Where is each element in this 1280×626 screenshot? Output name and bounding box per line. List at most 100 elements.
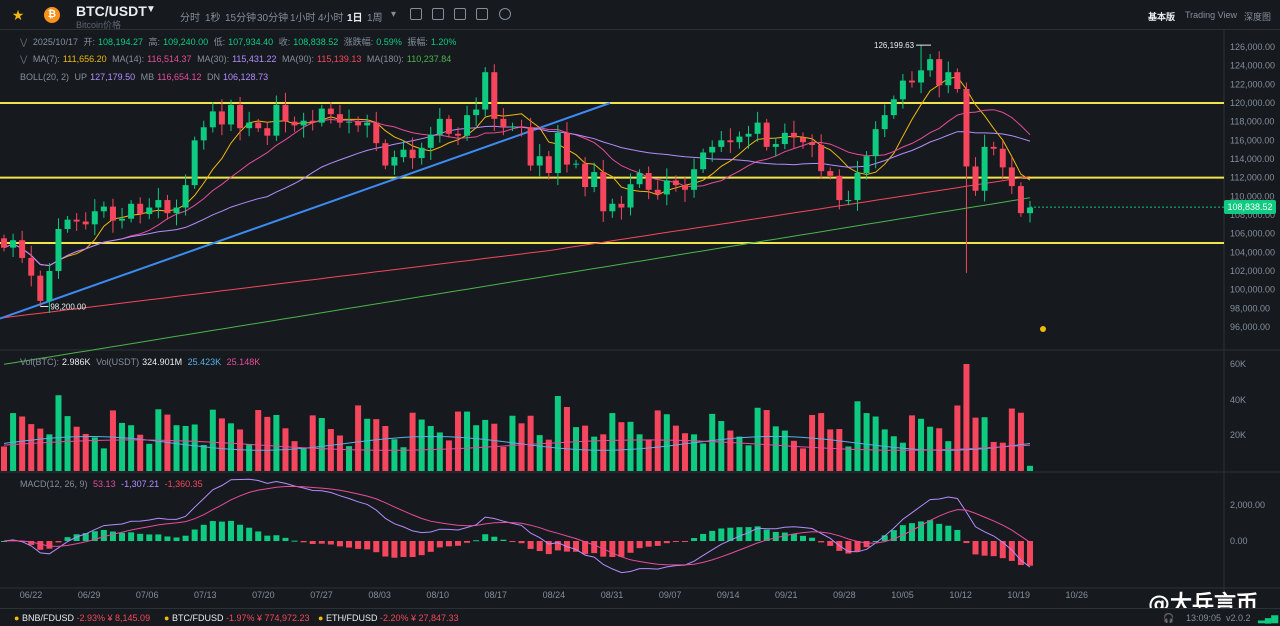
vol-btc-label: Vol(BTC):: [20, 357, 60, 367]
macd-histogram-bar: [336, 541, 343, 547]
fullscreen-icon[interactable]: [476, 8, 488, 20]
volume-bar: [318, 418, 325, 471]
volume-tick-label: 60K: [1230, 359, 1246, 369]
candle-body: [82, 221, 89, 225]
volume-bar: [863, 413, 870, 471]
volume-bar: [1017, 412, 1024, 471]
timeframe-tab[interactable]: 1小时: [290, 13, 316, 24]
chevron-down-icon[interactable]: ▼: [146, 4, 156, 15]
indicators-icon[interactable]: [432, 8, 444, 20]
ticker-price: ¥ 8,145.09: [107, 613, 151, 623]
candle-body: [128, 203, 135, 219]
volume-bar: [209, 409, 216, 471]
macd-histogram-bar: [908, 523, 915, 541]
ticker-item[interactable]: ● BNB/FDUSD -2.93% ¥ 8,145.09: [14, 613, 150, 623]
view-tradingview[interactable]: Trading View: [1185, 10, 1238, 20]
volume-bar: [745, 445, 752, 471]
volume-bar: [473, 425, 480, 471]
volume-bar: [327, 429, 334, 471]
candle-body: [672, 180, 679, 186]
macd-line: MACD(12, 26, 9) 53.13 -1,307.21 -1,360.3…: [20, 479, 206, 489]
timeframe-tab[interactable]: 分时: [180, 13, 200, 24]
volume-bar: [355, 405, 362, 471]
candle-body: [10, 240, 17, 248]
volume-bar: [854, 401, 861, 471]
macd-histogram-bar: [464, 541, 471, 543]
timeframe-tab[interactable]: 30分钟: [257, 13, 289, 24]
favorite-star-icon[interactable]: ★: [11, 7, 25, 23]
macd-histogram-bar: [1008, 541, 1015, 561]
symbol-selector[interactable]: BTC/USDT: [76, 3, 147, 19]
macd-histogram-bar: [436, 541, 443, 548]
candle-body: [536, 156, 543, 166]
candle-body: [119, 218, 126, 221]
candle-body: [373, 122, 380, 144]
volume-bar: [182, 425, 189, 471]
volume-bar: [918, 418, 925, 471]
candle-body: [255, 122, 262, 129]
info-arrow-icon: ⋁: [20, 37, 28, 47]
macd-histogram-bar: [82, 533, 89, 541]
ticker-item[interactable]: ● BTC/FDUSD -1.97% ¥ 774,972.23: [164, 613, 310, 623]
candle-body: [845, 200, 852, 202]
reset-icon[interactable]: [499, 8, 511, 20]
ma180-label: MA(180):: [366, 54, 404, 64]
headset-icon[interactable]: 🎧: [1163, 613, 1175, 623]
volume-bar: [137, 434, 144, 471]
view-basic[interactable]: 基本版: [1148, 12, 1176, 22]
more-timeframes-icon[interactable]: ▾: [391, 9, 397, 20]
timeframe-tab[interactable]: 1周: [367, 13, 383, 24]
candle-body: [754, 122, 761, 134]
candle-body: [427, 134, 434, 148]
candle-body: [164, 200, 171, 214]
volume-bar: [227, 423, 234, 471]
settings-icon[interactable]: [410, 8, 422, 20]
volume-bar: [890, 436, 897, 471]
timeframe-tab[interactable]: 15分钟: [225, 13, 257, 24]
candle-body: [745, 133, 752, 137]
candle-body: [654, 189, 661, 195]
ma14-value: 116,514.37: [147, 54, 192, 64]
timeframe-tab[interactable]: 4小时: [318, 13, 344, 24]
macd-histogram-bar: [709, 530, 716, 541]
candle-body: [382, 143, 389, 166]
timeframe-tab-active[interactable]: 1日: [347, 13, 363, 24]
top-toolbar: ★ ₿ BTC/USDT ▼ Bitcoin价格 分时 1秒 15分钟 30分钟…: [0, 0, 1280, 30]
close-label: 收:: [278, 37, 291, 47]
candle-body: [73, 219, 80, 222]
macd-histogram-bar: [545, 541, 552, 555]
macd-hist-value: -1,360.35: [164, 479, 203, 489]
candle-body: [19, 240, 26, 258]
volume-bar: [255, 410, 262, 471]
macd-dea-line: [3, 485, 1031, 566]
macd-histogram-bar: [128, 532, 135, 541]
candle-body: [927, 59, 934, 71]
candle-body: [963, 89, 970, 167]
macd-histogram-bar: [827, 541, 834, 546]
candle-body: [627, 184, 634, 208]
price-tick-label: 106,000.00: [1230, 229, 1275, 239]
candle-body: [227, 104, 234, 125]
ticker-dot-icon: ●: [318, 613, 324, 623]
volume-bar: [82, 433, 89, 471]
date-tick-label: 09/14: [717, 590, 740, 600]
view-depth[interactable]: 深度图: [1244, 12, 1272, 22]
volume-tick-label: 20K: [1230, 430, 1246, 440]
candle-body: [890, 99, 897, 116]
volume-bar: [264, 416, 271, 471]
candle-body: [1017, 186, 1024, 214]
ticker-item[interactable]: ● ETH/FDUSD -2.20% ¥ 27,847.33: [318, 613, 459, 623]
drawing-icon[interactable]: [454, 8, 466, 20]
volume-bar: [872, 416, 879, 471]
price-tick-label: 104,000.00: [1230, 247, 1275, 257]
macd-histogram-bar: [91, 531, 98, 541]
candle-body: [918, 70, 925, 83]
candle-body: [155, 200, 162, 208]
candle-body: [200, 127, 207, 141]
timeframe-tab[interactable]: 1秒: [205, 13, 221, 24]
candlestick-chart[interactable]: 126,000.00 124,000.00 122,000.00 120,000.00…: [0, 30, 1280, 608]
candle-body: [718, 140, 725, 147]
candle-body: [91, 211, 98, 225]
volume-bar: [300, 448, 307, 471]
date-tick-label: 09/07: [659, 590, 682, 600]
